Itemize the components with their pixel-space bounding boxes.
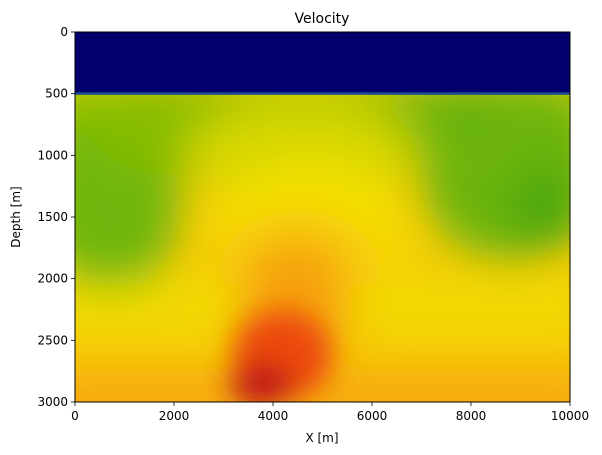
y-tick-label: 3000 [37,395,68,409]
x-tick-label: 8000 [456,409,487,423]
heatmap-core [230,310,332,402]
x-tick-label: 6000 [357,409,388,423]
heatmap-field [75,32,570,402]
y-tick-label: 1000 [37,148,68,162]
top-right-dark-green [435,90,495,140]
x-axis-ticks: 0 2000 4000 6000 8000 10000 [71,402,589,423]
x-tick-label: 10000 [551,409,589,423]
y-tick-label: 2000 [37,272,68,286]
y-tick-label: 1500 [37,210,68,224]
y-tick-label: 0 [60,25,68,39]
x-tick-label: 4000 [258,409,289,423]
y-tick-label: 2500 [37,333,68,347]
y-tick-label: 500 [45,87,68,101]
water-layer [75,32,570,94]
y-axis-label: Depth [m] [9,186,23,247]
right-dark-green [510,170,570,250]
chart-title: Velocity [295,11,350,27]
deep-red-core [230,363,294,402]
x-axis-label: X [m] [305,431,338,445]
y-axis-ticks: 0 500 1000 1500 2000 2500 3000 [37,25,75,409]
x-tick-label: 2000 [159,409,190,423]
water-boundary [75,92,570,95]
x-tick-label: 0 [71,409,79,423]
